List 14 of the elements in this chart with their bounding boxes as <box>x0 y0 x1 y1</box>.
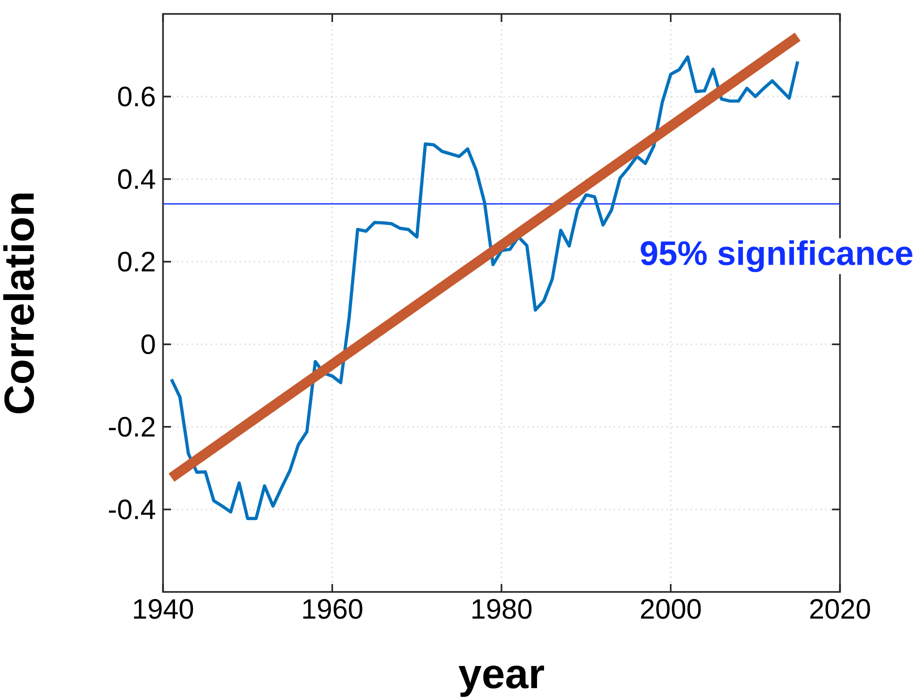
y-tick-label: -0.4 <box>108 499 156 520</box>
ref-line-label: 95% significance <box>640 240 912 272</box>
y-tick-label: 0 <box>141 334 155 354</box>
x-tick-label: 2020 <box>810 599 870 619</box>
x-axis-title: year <box>458 666 544 697</box>
y-tick-label: 0.2 <box>118 252 155 272</box>
y-tick-label: 0.6 <box>118 86 155 106</box>
x-tick-label: 1980 <box>472 599 532 619</box>
x-tick-label: 1940 <box>134 599 194 619</box>
x-tick-label: 2000 <box>641 599 701 619</box>
x-tick-label: 1960 <box>303 599 362 619</box>
y-tick-label: -0.2 <box>108 416 155 437</box>
y-axis-title: Correlation <box>3 194 34 414</box>
y-tick-label: 0.4 <box>118 169 156 190</box>
